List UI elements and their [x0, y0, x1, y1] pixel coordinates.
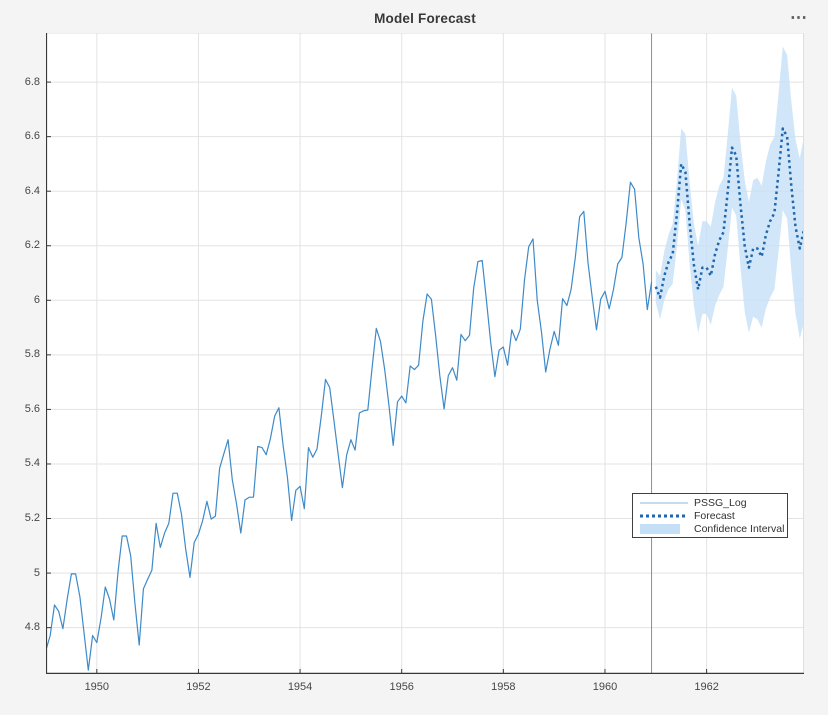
legend-label: Forecast: [694, 509, 735, 522]
chart-canvas[interactable]: [46, 33, 804, 674]
forecast-series-line: [654, 127, 804, 299]
pssg-log-line-sample-icon: [640, 501, 688, 504]
y-tick-label-6.6: 6.6: [24, 130, 40, 143]
y-tick-label-6.2: 6.2: [24, 239, 40, 252]
ellipsis-icon: ⋯: [790, 8, 808, 27]
confidence-band: [655, 46, 804, 339]
legend-item-forecast: Forecast: [637, 509, 784, 522]
axes-toolbar-button[interactable]: ⋯: [782, 8, 816, 30]
y-tick-label-6.8: 6.8: [24, 75, 40, 88]
x-tick-label-1960: 1960: [592, 681, 618, 693]
legend[interactable]: PSSG_Log Forecast Confidence Interval: [632, 493, 788, 538]
legend-label: PSSG_Log: [694, 496, 747, 509]
x-tick-label-1956: 1956: [389, 681, 414, 693]
forecast-dotted-line-sample-icon: [640, 514, 688, 517]
x-tick-label-1950: 1950: [84, 681, 110, 693]
observed-series-line: [46, 181, 653, 671]
y-tick-label-6: 6: [33, 293, 40, 306]
x-tick-label-1952: 1952: [186, 681, 211, 693]
y-tick-label-5.8: 5.8: [24, 348, 40, 361]
x-tick-label-1958: 1958: [491, 681, 516, 693]
confidence-interval-patch-sample-icon: [640, 523, 680, 534]
x-tick-label-1954: 1954: [287, 681, 313, 693]
y-tick-label-6.4: 6.4: [24, 184, 40, 197]
y-tick-label-5.4: 5.4: [24, 457, 40, 470]
legend-item-pssg-log: PSSG_Log: [637, 496, 784, 509]
legend-label: Confidence Interval: [694, 522, 785, 535]
y-tick-label-5: 5: [33, 566, 40, 579]
chart-title: Model Forecast: [374, 11, 476, 26]
x-tick-label-1962: 1962: [694, 681, 719, 693]
y-tick-label-4.8: 4.8: [24, 621, 40, 634]
plot-area[interactable]: [46, 33, 804, 674]
legend-item-confidence-interval: Confidence Interval: [637, 522, 784, 535]
y-tick-label-5.2: 5.2: [24, 512, 40, 525]
y-tick-label-5.6: 5.6: [24, 402, 40, 415]
